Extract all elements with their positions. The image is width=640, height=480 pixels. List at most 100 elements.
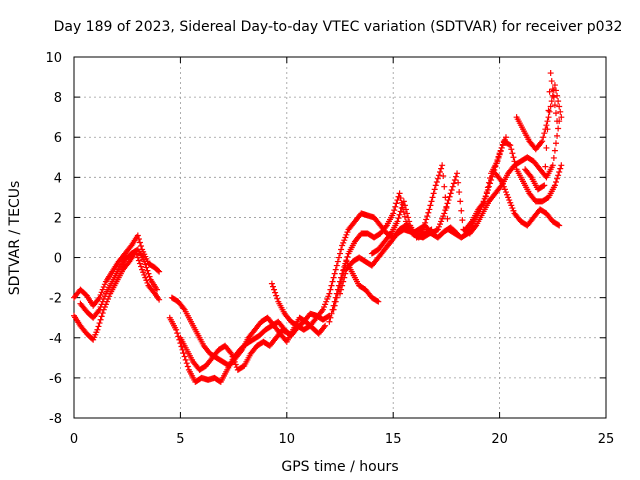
data-point [527, 172, 534, 179]
data-point [494, 158, 501, 165]
data-point [511, 158, 518, 165]
data-point [496, 151, 503, 158]
data-point [509, 150, 516, 157]
data-point [418, 227, 425, 234]
data-point [397, 208, 404, 215]
data-point [331, 302, 338, 309]
data-point [442, 194, 449, 201]
data-point [507, 199, 514, 206]
data-point [329, 278, 336, 285]
data-point [127, 243, 134, 250]
data-point [501, 186, 508, 193]
data-point [434, 175, 441, 182]
data-point [374, 298, 381, 305]
data-point [425, 209, 432, 216]
x-tick-label: 25 [598, 432, 615, 447]
data-point [146, 273, 153, 280]
data-point [550, 154, 557, 161]
data-point [507, 142, 514, 149]
data-point [441, 210, 448, 217]
data-point [545, 114, 552, 121]
y-tick-label: 0 [54, 252, 62, 267]
series-track-10 [330, 258, 382, 313]
data-point [324, 296, 331, 303]
series-track-1 [71, 232, 163, 309]
data-point [558, 114, 565, 121]
data-point [375, 298, 382, 305]
y-tick-labels: -8 -6 -4 -2 0 2 4 6 8 10 [45, 51, 62, 427]
data-point [101, 281, 108, 288]
data-point [509, 205, 516, 212]
data-point [396, 190, 403, 197]
data-point [497, 148, 504, 155]
data-point [506, 141, 513, 148]
data-point [230, 356, 237, 363]
data-point [228, 350, 235, 357]
data-point [445, 197, 452, 204]
x-axis-label: GPS time / hours [281, 459, 398, 475]
data-point [539, 138, 546, 145]
data-point [401, 202, 408, 209]
data-point [99, 298, 106, 305]
data-point [97, 291, 104, 298]
data-point [438, 165, 445, 172]
data-point [396, 211, 403, 218]
data-points [71, 70, 565, 385]
data-point [143, 277, 150, 284]
data-point [153, 286, 160, 293]
data-point [143, 264, 150, 271]
data-point [544, 126, 551, 133]
data-point [427, 202, 434, 209]
data-point [333, 294, 340, 301]
data-point [395, 215, 402, 222]
data-point [454, 170, 461, 177]
data-point [387, 231, 394, 238]
data-point [394, 218, 401, 225]
data-point [554, 175, 561, 182]
data-point [344, 229, 351, 236]
data-point [181, 353, 188, 360]
data-point [433, 179, 440, 186]
data-point [482, 193, 489, 200]
data-point [555, 221, 562, 228]
data-point [331, 270, 338, 277]
data-point [327, 314, 334, 321]
y-tick-label: 4 [54, 171, 62, 186]
data-point [480, 199, 487, 206]
data-point [135, 257, 142, 264]
data-point [446, 193, 453, 200]
data-point [547, 70, 554, 77]
data-point [138, 243, 145, 250]
x-tick-label: 15 [385, 432, 402, 447]
data-point [437, 168, 444, 175]
series-track-2 [71, 248, 163, 343]
data-point [227, 349, 234, 356]
data-point [444, 200, 451, 207]
data-point [549, 86, 556, 93]
data-point [273, 292, 280, 299]
data-point [326, 290, 333, 297]
data-point [512, 162, 519, 169]
data-point [552, 87, 559, 94]
data-point [423, 216, 430, 223]
data-point [338, 278, 345, 285]
data-point [544, 118, 551, 125]
data-point [405, 214, 412, 221]
data-point [134, 232, 141, 239]
data-point [340, 270, 347, 277]
data-point [269, 283, 276, 290]
data-point [542, 163, 549, 170]
data-point [543, 144, 550, 151]
data-point [435, 223, 442, 230]
data-point [328, 310, 335, 317]
data-point [101, 293, 108, 300]
y-tick-label: -2 [49, 292, 62, 307]
data-point [442, 207, 449, 214]
data-point [321, 324, 328, 331]
data-point [451, 177, 458, 184]
data-point [332, 266, 339, 273]
data-point [402, 206, 409, 213]
data-point [390, 210, 397, 217]
data-point [459, 217, 466, 224]
